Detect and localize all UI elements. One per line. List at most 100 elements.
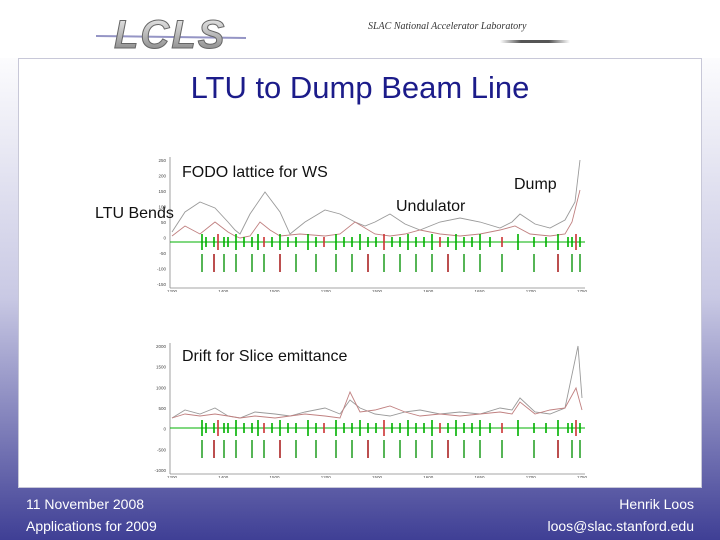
top-x-ticks: 1200 1400 1500 1200 1500 1600 1650 1700 1750 [167,289,588,292]
quad-marker [439,237,441,247]
element-label-mark [399,254,401,272]
quad-marker [227,237,229,247]
quad-marker [479,420,481,436]
bottom-element-labels [201,440,581,458]
quad-marker [251,423,253,433]
element-label-mark [263,440,265,458]
y-tick-label: 1500 [156,365,167,370]
x-tick-label: 1200 [167,475,178,478]
bottom-beta-y-curve [171,386,583,419]
element-label-mark [279,440,281,458]
lab-name: SLAC National Accelerator Laboratory [368,21,527,32]
y-tick-label: 0 [163,236,166,241]
element-label-mark [557,254,559,272]
element-label-mark [533,254,535,272]
element-label-mark [223,440,225,458]
y-tick-label: 50 [161,220,167,225]
y-tick-label: 150 [158,189,166,194]
quad-marker [315,423,317,433]
y-tick-label: -150 [157,282,167,287]
element-label-mark [479,440,481,458]
slide-title: LTU to Dump Beam Line [190,70,530,105]
quad-marker [217,420,219,436]
quad-marker [243,423,245,433]
footer-topic: Applications for 2009 [26,518,157,534]
quad-marker [545,237,547,247]
element-label-mark [383,254,385,272]
element-label-mark [201,254,203,272]
quad-marker [571,423,573,433]
x-tick-label: 1750 [577,289,588,292]
quad-marker [489,423,491,433]
element-label-mark [201,440,203,458]
quad-marker [295,237,297,247]
element-label-mark [571,254,573,272]
element-label-mark [263,254,265,272]
quad-marker [323,237,325,247]
quad-marker [575,420,577,436]
quad-marker [479,234,481,250]
quad-marker [455,420,457,436]
top-beta-y-curve [171,189,581,239]
top-element-labels [201,254,581,272]
quad-marker [367,237,369,247]
element-label-mark [501,254,503,272]
quad-marker [243,237,245,247]
element-label-mark [557,440,559,458]
quad-marker [423,423,425,433]
quad-marker [501,423,503,433]
quad-marker [323,423,325,433]
quad-marker [295,423,297,433]
quad-marker [545,423,547,433]
element-label-mark [415,440,417,458]
quad-marker [335,234,337,250]
element-label-mark [415,254,417,272]
x-tick-label: 1500 [372,289,383,292]
quad-marker [287,423,289,433]
quad-marker [557,420,559,436]
quad-marker [517,234,519,250]
element-label-mark [571,440,573,458]
quad-marker [579,237,581,247]
quad-marker [501,237,503,247]
y-tick-label: 1000 [156,385,167,390]
x-tick-label: 1600 [423,475,434,478]
bottom-y-ticks: 2000 1500 1000 500 0 -500 -1000 [154,344,166,473]
x-tick-label: 1700 [526,475,537,478]
element-label-mark [251,440,253,458]
dump-label: Dump [514,176,557,193]
element-label-mark [279,254,281,272]
quad-marker [343,237,345,247]
element-label-mark [479,254,481,272]
element-label-mark [295,440,297,458]
quad-marker [335,420,337,436]
x-tick-label: 1400 [218,475,229,478]
quad-marker [257,420,259,436]
element-label-mark [399,440,401,458]
quad-marker [307,234,309,250]
header-bar [0,0,720,58]
quad-marker [489,237,491,247]
element-label-mark [315,254,317,272]
y-tick-label: -500 [157,447,167,452]
element-label-mark [447,440,449,458]
quad-marker [351,423,353,433]
x-tick-label: 1200 [321,475,332,478]
ltu-bends-label: LTU Bends [95,205,174,222]
quad-marker [271,237,273,247]
quad-marker [287,237,289,247]
element-label-mark [579,440,581,458]
quad-marker [223,237,225,247]
quad-marker [463,237,465,247]
quad-marker [315,237,317,247]
element-label-mark [251,254,253,272]
y-tick-label: -1000 [154,468,166,473]
quad-marker [533,423,535,433]
x-tick-label: 1200 [321,289,332,292]
x-tick-label: 1500 [269,289,280,292]
bottom-quad-markers [201,420,581,436]
quad-marker [359,234,361,250]
quad-marker [415,237,417,247]
element-label-mark [223,254,225,272]
x-tick-label: 1600 [423,289,434,292]
